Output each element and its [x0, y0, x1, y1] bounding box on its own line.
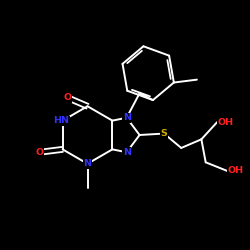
Text: OH: OH: [227, 166, 244, 175]
Text: HN: HN: [53, 116, 69, 125]
Text: O: O: [36, 148, 44, 157]
Text: N: N: [123, 148, 131, 157]
Text: N: N: [84, 159, 92, 168]
Text: OH: OH: [217, 118, 233, 126]
Text: N: N: [123, 113, 131, 122]
Text: S: S: [161, 129, 168, 138]
Text: O: O: [63, 93, 72, 102]
